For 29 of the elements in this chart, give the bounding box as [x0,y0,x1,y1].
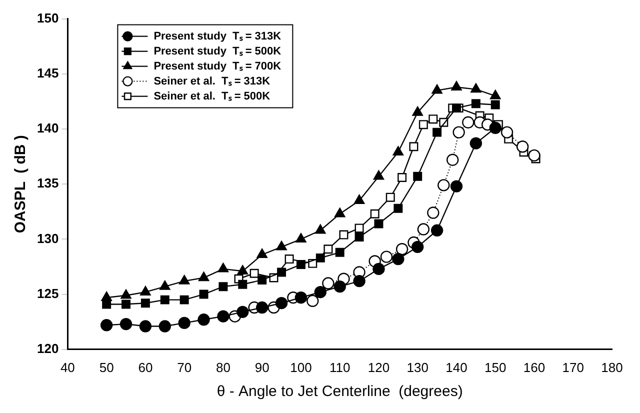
y-tick-label: 145 [36,65,59,80]
x-tick-label: 180 [601,360,623,375]
x-tick-label: 50 [99,360,114,375]
x-axis-title: θ - Angle to Jet Centerline (degrees) [216,383,463,400]
x-tick-label: 120 [368,360,390,375]
x-tick-label: 150 [484,360,506,375]
x-tick-label: 110 [329,360,350,375]
y-tick-label: 125 [36,286,59,301]
legend-label: Present study Tₛ = 313K [154,30,282,42]
x-tick-label: 160 [523,360,546,375]
x-tick-label: 80 [216,360,230,375]
x-tick-label: 70 [177,360,192,375]
x-tick-label: 170 [562,360,584,375]
x-tick-label: 60 [138,360,153,375]
y-tick-label: 135 [36,176,59,191]
y-tick-label: 140 [36,120,59,136]
x-tick-label: 40 [60,360,75,375]
y-tick-label: 120 [36,340,59,356]
x-tick-label: 90 [254,360,270,375]
y-axis-title: OASPL ( dB ) [12,135,30,234]
x-tick-label: 130 [406,360,428,375]
legend-label: Present study Tₛ = 700K [154,60,282,72]
x-tick-label: 140 [446,360,468,375]
legend-label: Seiner et al. Tₛ = 500K [154,90,270,102]
legend-label: Present study Tₛ = 500K [154,45,282,58]
y-tick-label: 150 [36,10,59,26]
y-tick-label: 130 [36,230,59,246]
x-tick-label: 100 [290,360,312,375]
legend-label: Seiner et al. Tₛ = 313K [154,75,270,88]
